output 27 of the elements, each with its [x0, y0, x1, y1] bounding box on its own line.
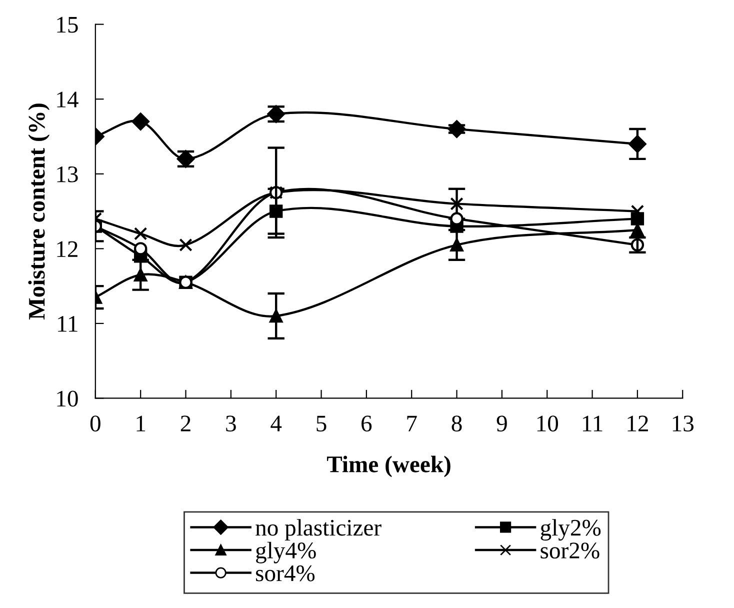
y-tick-label: 13: [57, 166, 78, 182]
x-tick-label: 12: [628, 416, 648, 432]
x-tick-label: 7: [407, 416, 417, 432]
legend-label: sor2%: [540, 542, 600, 559]
x-tick-label: 5: [316, 416, 326, 432]
x-tick-label: 0: [90, 416, 100, 432]
legend-label: gly4%: [256, 542, 316, 564]
legend-label: sor4%: [256, 565, 315, 582]
x-tick-label: 4: [270, 416, 282, 432]
x-tick-label: 8: [452, 416, 462, 432]
x-tick-label: 2: [180, 416, 190, 432]
y-tick-label: 10: [57, 390, 78, 407]
x-tick-label: 11: [582, 416, 602, 432]
y-tick-label: 15: [57, 16, 78, 33]
y-tick-label: 11: [58, 316, 78, 332]
x-tick-label: 6: [362, 416, 372, 432]
y-tick-label: 14: [57, 92, 78, 108]
x-tick-label: 9: [496, 416, 507, 432]
y-tick-label: 12: [57, 241, 78, 257]
legend-label: no plasticizer: [256, 519, 382, 541]
x-tick-label: 1: [136, 416, 146, 432]
x-axis-title: Time (week): [326, 456, 450, 478]
y-axis-title: Moisture content (%): [28, 104, 50, 320]
x-tick-label: 13: [672, 416, 694, 432]
x-tick-label: 3: [226, 416, 236, 432]
legend-label: gly2%: [540, 519, 601, 541]
x-tick-label: 10: [537, 416, 558, 432]
